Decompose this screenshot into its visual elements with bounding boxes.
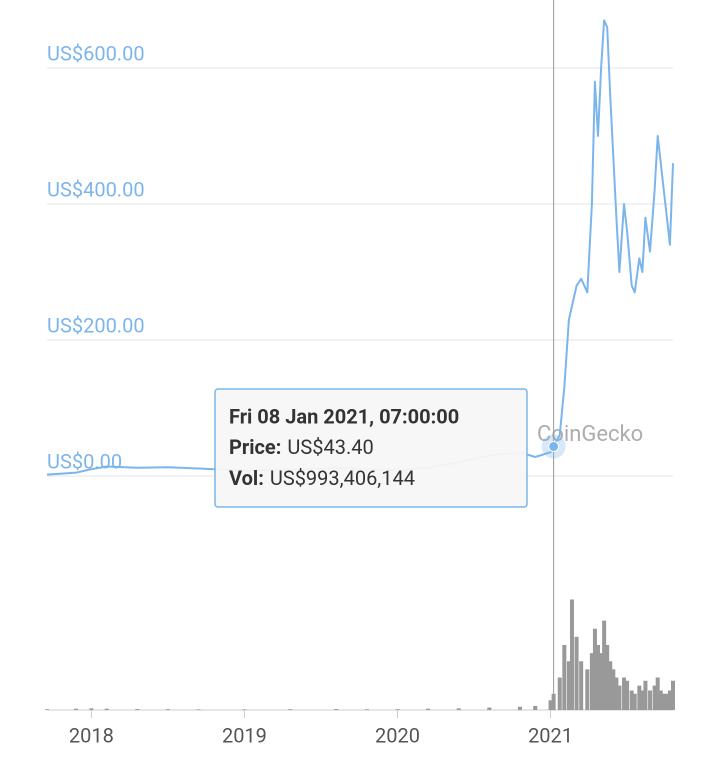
volume-bar	[579, 661, 584, 710]
volume-bar	[658, 690, 663, 710]
tooltip-vol: Vol: US$993,406,144	[229, 466, 415, 490]
volume-bar	[637, 685, 642, 710]
volume-bar	[602, 620, 607, 710]
volume-bar	[643, 680, 648, 710]
tooltip-vol-value: US$993,406,144	[270, 466, 415, 490]
x-tick-label: 2018	[69, 723, 114, 747]
volume-bar	[661, 693, 666, 710]
volume-bar	[242, 709, 247, 710]
volume-bar	[196, 709, 201, 710]
volume-bar	[625, 680, 630, 710]
volume-bar	[596, 645, 601, 710]
volume-bar	[655, 677, 660, 710]
hover-point	[548, 440, 560, 452]
volume-bar	[566, 661, 571, 710]
y-tick-label: US$200.00	[47, 313, 145, 337]
volume-bar	[574, 636, 579, 710]
volume-bar	[165, 709, 170, 710]
volume-bar	[548, 700, 553, 710]
volume-bar	[640, 690, 645, 710]
volume-bar	[608, 661, 613, 710]
volume-bar	[135, 709, 140, 710]
volume-bar	[104, 708, 109, 710]
volume-bar	[629, 690, 634, 710]
volume-bar	[632, 693, 637, 710]
x-tick-label: 2021	[528, 723, 573, 747]
volume-bar	[562, 645, 567, 710]
tooltip-price-label: Price:	[229, 435, 281, 459]
volume-bar	[589, 653, 594, 710]
tooltip-price-value: US$43.40	[287, 435, 373, 459]
x-tick-label: 2020	[375, 723, 420, 747]
volume-bar	[614, 677, 619, 710]
volume-bar	[622, 677, 627, 710]
volume-bar	[456, 708, 461, 710]
tooltip: Fri 08 Jan 2021, 07:00:00 Price: US$43.40 V…	[214, 388, 528, 508]
volume-bar	[364, 709, 369, 710]
tooltip-price: Price: US$43.40	[229, 435, 374, 459]
volume-bar	[599, 653, 604, 710]
x-tick-label: 2019	[222, 723, 267, 747]
tooltip-date: Fri 08 Jan 2021, 07:00:00	[229, 404, 459, 428]
volume-bar	[611, 669, 616, 710]
volume-bar	[517, 706, 522, 710]
volume-bar	[652, 685, 657, 710]
volume-bar	[89, 708, 94, 710]
volume-bar	[664, 693, 669, 710]
volume-bar	[74, 708, 79, 710]
tooltip-vol-label: Vol:	[229, 466, 264, 490]
y-tick-label: US$0.00	[47, 449, 122, 473]
volume-bar	[557, 677, 562, 710]
y-tick-label: US$600.00	[47, 41, 145, 65]
y-tick-label: US$400.00	[47, 177, 145, 201]
volume-bar	[671, 680, 675, 710]
volume-bar	[334, 709, 339, 710]
volume-bar	[569, 599, 574, 710]
volume-bar	[667, 690, 672, 710]
tooltip-box	[214, 388, 528, 508]
volume-bar	[426, 708, 431, 710]
volume-bar	[605, 645, 610, 710]
volume-bar	[288, 709, 293, 710]
volume-bar	[617, 685, 622, 710]
volume-bar	[487, 707, 492, 710]
volume-bar	[648, 690, 653, 710]
volume-bar	[533, 705, 538, 710]
volume-bar	[395, 709, 400, 710]
volume-bar	[585, 669, 590, 710]
volume-bar	[592, 628, 597, 710]
volume-bar	[45, 709, 49, 710]
